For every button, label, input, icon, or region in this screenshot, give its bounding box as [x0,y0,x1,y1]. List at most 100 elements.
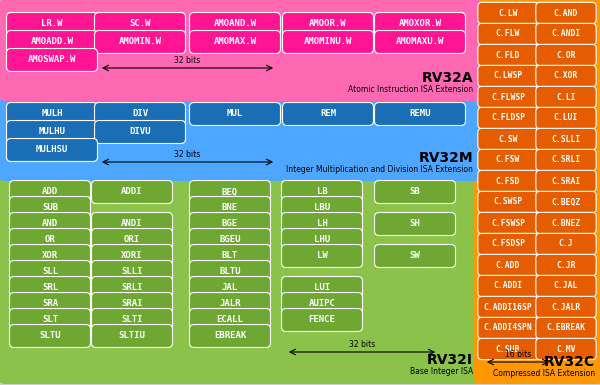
Text: ANDI: ANDI [121,219,143,229]
Text: LW: LW [317,251,328,261]
Text: SH: SH [410,219,421,229]
FancyBboxPatch shape [190,244,271,268]
Text: AMOOR.W: AMOOR.W [309,20,347,28]
FancyBboxPatch shape [10,325,91,348]
Text: LB: LB [317,187,328,196]
FancyBboxPatch shape [281,308,362,331]
Text: Integer Multiplication and Division ISA Extension: Integer Multiplication and Division ISA … [286,166,473,174]
FancyBboxPatch shape [190,102,280,126]
FancyBboxPatch shape [10,261,91,283]
Text: SLT: SLT [42,315,58,325]
FancyBboxPatch shape [374,244,455,268]
FancyBboxPatch shape [92,308,172,331]
Text: SRL: SRL [42,283,58,293]
Text: REMU: REMU [409,109,431,119]
FancyBboxPatch shape [92,181,172,204]
FancyBboxPatch shape [374,181,455,204]
Text: C.AND: C.AND [554,8,578,17]
FancyBboxPatch shape [478,86,538,108]
Text: MULHU: MULHU [38,127,65,137]
Text: LR.W: LR.W [41,20,63,28]
FancyBboxPatch shape [7,49,97,72]
FancyBboxPatch shape [536,44,596,66]
FancyBboxPatch shape [478,65,538,87]
FancyBboxPatch shape [478,233,538,254]
FancyBboxPatch shape [474,0,600,384]
FancyBboxPatch shape [536,86,596,108]
Text: RV32A: RV32A [421,71,473,85]
FancyBboxPatch shape [95,30,185,54]
Text: C.ADDI: C.ADDI [493,281,523,291]
FancyBboxPatch shape [10,293,91,315]
Text: C.LUI: C.LUI [554,114,578,122]
Text: C.FSW: C.FSW [496,156,520,164]
FancyBboxPatch shape [478,317,538,339]
Text: REM: REM [320,109,336,119]
FancyBboxPatch shape [478,338,538,360]
Text: BNE: BNE [222,204,238,213]
FancyBboxPatch shape [536,296,596,318]
FancyBboxPatch shape [7,139,97,161]
Text: DIV: DIV [132,109,148,119]
Text: C.LWSP: C.LWSP [493,72,523,80]
Text: SLTI: SLTI [121,315,143,325]
Text: SC.W: SC.W [129,20,151,28]
Text: LBU: LBU [314,204,330,213]
Text: C.LW: C.LW [498,8,518,17]
Text: AUIPC: AUIPC [308,300,335,308]
Text: SB: SB [410,187,421,196]
FancyBboxPatch shape [281,244,362,268]
Text: ADDI: ADDI [121,187,143,196]
FancyBboxPatch shape [281,213,362,236]
FancyBboxPatch shape [374,102,466,126]
Text: C.JALR: C.JALR [551,303,581,311]
FancyBboxPatch shape [374,213,455,236]
FancyBboxPatch shape [190,308,271,331]
Text: C.SW: C.SW [498,134,518,144]
Text: BEQ: BEQ [222,187,238,196]
FancyBboxPatch shape [478,44,538,66]
FancyBboxPatch shape [10,213,91,236]
FancyBboxPatch shape [536,170,596,192]
Text: C.SLLI: C.SLLI [551,134,581,144]
FancyBboxPatch shape [536,233,596,254]
FancyBboxPatch shape [283,102,373,126]
FancyBboxPatch shape [190,196,271,219]
Text: C.OR: C.OR [556,50,576,60]
Text: RV32C: RV32C [544,355,595,369]
FancyBboxPatch shape [478,213,538,234]
Text: C.JR: C.JR [556,261,576,270]
Text: 16 bits: 16 bits [505,350,531,359]
Text: C.FSD: C.FSD [496,176,520,186]
FancyBboxPatch shape [536,23,596,45]
Text: C.J: C.J [559,239,574,248]
Text: ORI: ORI [124,236,140,244]
Text: C.BNEZ: C.BNEZ [551,219,581,228]
Text: XOR: XOR [42,251,58,261]
Text: Atomic Instruction ISA Extension: Atomic Instruction ISA Extension [348,85,473,94]
FancyBboxPatch shape [536,107,596,129]
Text: AMOMINU.W: AMOMINU.W [304,37,352,47]
Text: AMOMAX.W: AMOMAX.W [214,37,257,47]
Text: C.BEQZ: C.BEQZ [551,198,581,206]
Text: C.EBREAK: C.EBREAK [547,323,586,333]
Text: RV32M: RV32M [418,151,473,165]
Text: SUB: SUB [42,204,58,213]
FancyBboxPatch shape [10,181,91,204]
FancyBboxPatch shape [283,30,373,54]
FancyBboxPatch shape [92,325,172,348]
Text: MULH: MULH [41,109,63,119]
FancyBboxPatch shape [478,128,538,150]
Text: AMOXOR.W: AMOXOR.W [398,20,442,28]
Text: ADD: ADD [42,187,58,196]
Text: AMOADD.W: AMOADD.W [31,37,74,47]
FancyBboxPatch shape [478,107,538,129]
Text: ECALL: ECALL [217,315,244,325]
Text: AND: AND [42,219,58,229]
FancyBboxPatch shape [536,65,596,87]
FancyBboxPatch shape [92,213,172,236]
FancyBboxPatch shape [92,276,172,300]
FancyBboxPatch shape [190,181,271,204]
FancyBboxPatch shape [7,13,97,35]
Text: LHU: LHU [314,236,330,244]
